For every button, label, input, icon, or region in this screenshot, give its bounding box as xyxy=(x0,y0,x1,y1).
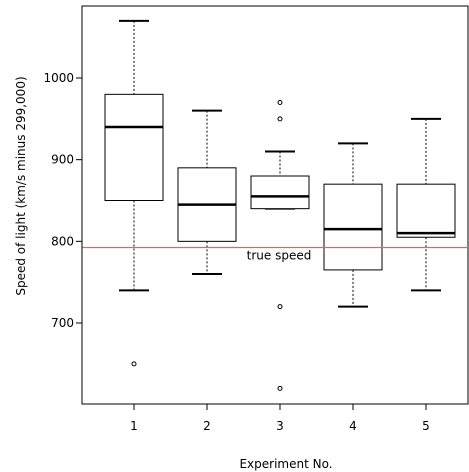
box-3-outlier-1 xyxy=(277,304,283,310)
box-5-group xyxy=(396,117,456,292)
box-1-iqr-box xyxy=(104,93,164,201)
box-1-outlier-0 xyxy=(131,361,137,367)
box-1-group xyxy=(104,19,164,367)
y-axis: 700 800 900 1000 xyxy=(43,6,83,404)
x-tick-label-2: 2 xyxy=(203,419,211,433)
y-tick-label-900: 900 xyxy=(51,153,74,167)
boxes-layer xyxy=(104,19,456,391)
y-tick-label-800: 800 xyxy=(51,234,74,248)
x-axis: 1 2 3 4 5 xyxy=(82,403,468,433)
box-4-iqr-box xyxy=(323,183,383,271)
y-axis-title: Speed of light (km/s minus 299,000) xyxy=(14,76,28,295)
box-3-outlier-3 xyxy=(277,100,283,105)
box-5-iqr-box xyxy=(396,183,456,238)
box-3-iqr-box xyxy=(250,175,310,210)
box-4-group xyxy=(323,142,383,308)
x-tick-label-3: 3 xyxy=(276,419,284,433)
reference-layer: true speed xyxy=(82,246,468,262)
box-2-group xyxy=(177,109,237,275)
true-speed-label: true speed xyxy=(247,248,312,262)
x-tick-label-1: 1 xyxy=(130,419,138,433)
x-axis-title: Experiment No. xyxy=(239,457,332,471)
box-3-outlier-2 xyxy=(277,116,283,122)
x-tick-label-4: 4 xyxy=(349,419,357,433)
x-tick-label-5: 5 xyxy=(422,419,430,433)
y-tick-label-1000: 1000 xyxy=(43,71,74,85)
y-tick-label-700: 700 xyxy=(51,316,74,330)
box-3-group xyxy=(250,100,310,391)
box-3-outlier-0 xyxy=(277,385,283,391)
